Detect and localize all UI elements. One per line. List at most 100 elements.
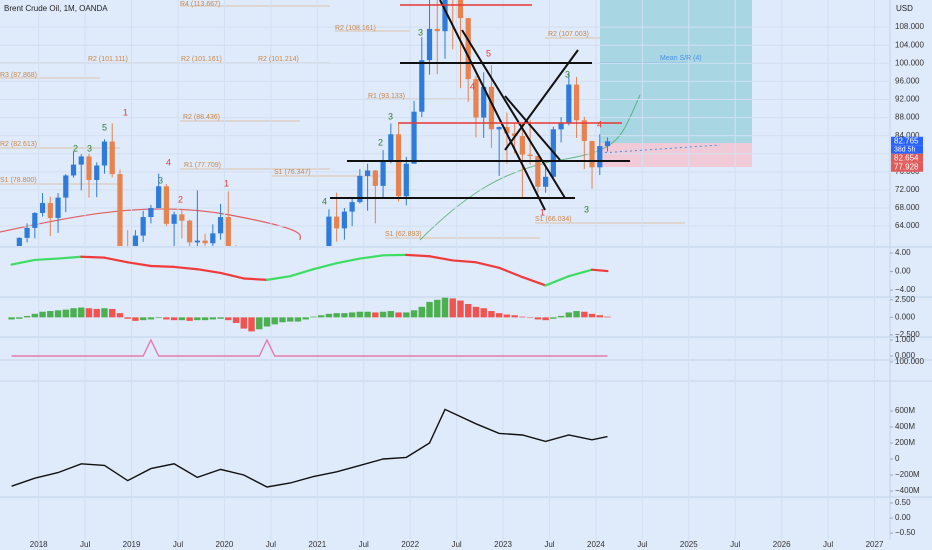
currency: USD [896, 4, 913, 13]
candle-body [357, 175, 363, 203]
price-tag-label: 77.928 [894, 162, 919, 171]
histogram-bar [132, 317, 139, 321]
histogram-bar [465, 304, 472, 318]
candle-body [202, 240, 208, 244]
annotation: R3 (87.868) [0, 72, 37, 79]
histogram-bar [317, 315, 325, 318]
histogram-bar [565, 312, 573, 318]
y-tick-label: 0.00 [895, 513, 911, 522]
x-tick-label: Jul [173, 540, 183, 549]
annotation: 4 [322, 196, 327, 206]
annotation: 4 [166, 157, 171, 167]
annotation: Mean S/R (4) [660, 55, 702, 62]
histogram-bar [271, 317, 278, 325]
candle-body [225, 217, 231, 246]
candle-body [39, 203, 46, 213]
annotation: S1 (78.800) [0, 177, 37, 184]
annotation: 3 [584, 204, 589, 214]
candle-body [589, 141, 595, 168]
annotation: R2 (101.214) [258, 56, 299, 63]
candle-body [457, 0, 464, 19]
price-tag [891, 153, 923, 163]
annotation: 3 [158, 175, 163, 185]
y-tick-label: 100.000 [895, 357, 924, 366]
candle-body [604, 141, 611, 147]
annotation: 1 [123, 107, 128, 117]
line-segment [219, 271, 245, 280]
histogram-bar [472, 306, 480, 318]
x-tick-label: 2027 [866, 540, 884, 549]
x-tick-label: 2020 [216, 540, 234, 549]
y-tick-label: 0.000 [895, 351, 916, 360]
histogram-bar [163, 317, 170, 320]
y-tick-label: −0.50 [895, 528, 916, 537]
candle-body [411, 111, 417, 164]
candle-body [341, 211, 347, 229]
histogram-bar [550, 317, 557, 319]
candle-body [163, 186, 169, 224]
y-tick-label: 92.000 [895, 95, 920, 104]
histogram-bar [8, 317, 15, 320]
histogram-bar [519, 316, 526, 318]
histogram-bar [449, 298, 456, 318]
y-tick-label: 400M [895, 422, 915, 431]
price-tag [891, 162, 923, 172]
histogram-bar [54, 310, 62, 318]
line-segment [10, 258, 36, 266]
annotation: 4 [470, 81, 475, 91]
histogram-bar [410, 310, 418, 318]
line-segment [103, 256, 129, 264]
histogram-bar [78, 307, 85, 318]
y-tick-label: −4.00 [895, 285, 916, 294]
candle-body [434, 28, 440, 32]
histogram-bar [480, 308, 487, 318]
candle-body [148, 208, 154, 218]
candle-body [63, 175, 69, 198]
annotation: 4 [597, 119, 602, 129]
histogram-bar [256, 317, 263, 330]
annotation: 5 [102, 122, 107, 132]
annotation: S1 (62.893) [385, 231, 422, 238]
histogram-bar [287, 317, 294, 322]
candle-body [442, 0, 448, 32]
histogram-bar [139, 317, 147, 321]
annotation: R2 (107.003) [548, 31, 589, 38]
price-tag-label: 82.654 [894, 153, 919, 162]
y-tick-label: 200M [895, 438, 915, 447]
annotation: 2 [378, 137, 383, 147]
line-segment [56, 255, 83, 260]
line-segment [33, 257, 60, 262]
y-tick-label: 0.00 [895, 267, 911, 276]
candle-body [372, 170, 378, 186]
candle-body [179, 214, 185, 221]
histogram-bar [511, 315, 518, 318]
line-segment [149, 264, 176, 269]
histogram-bar [16, 317, 23, 319]
histogram-bar [170, 317, 178, 321]
x-tick-label: 2018 [30, 540, 48, 549]
annotation: R2 (101.161) [181, 56, 222, 63]
x-tick-label: 2023 [494, 540, 512, 549]
line-segment [312, 262, 338, 271]
annotation: R2 (101.111) [88, 56, 128, 63]
line-segment [173, 265, 199, 271]
annotation: R4 (113.667) [180, 1, 220, 8]
candle-body [210, 233, 216, 244]
candle-body [488, 86, 495, 130]
candle-body [16, 237, 22, 246]
y-tick-label: −200M [895, 470, 920, 479]
histogram-bar [201, 317, 209, 321]
histogram-bar [263, 317, 271, 327]
annotation: 5 [486, 48, 491, 58]
candle-body [473, 79, 479, 118]
line-segment [80, 255, 106, 259]
x-tick-label: Jul [451, 540, 461, 549]
histogram-bar [178, 317, 186, 321]
histogram-bar [581, 311, 588, 318]
annotation: 2 [178, 194, 183, 204]
candle-body [326, 216, 332, 246]
y-tick-label: 0 [895, 454, 900, 463]
histogram-bar [441, 297, 449, 318]
candle-body [349, 202, 355, 212]
